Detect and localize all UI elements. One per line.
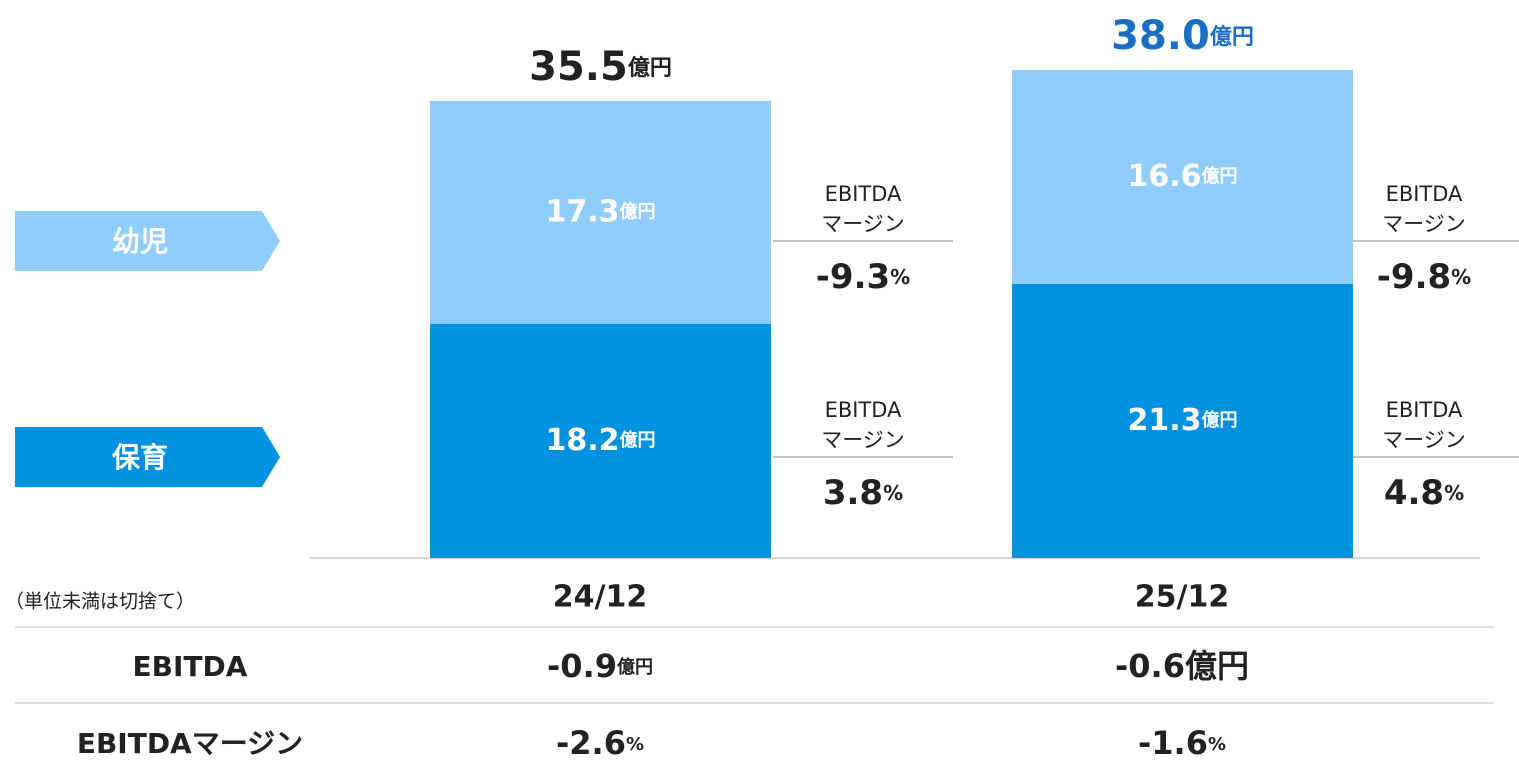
segment-label-value: 16.6 <box>1127 158 1201 193</box>
table-value-value: -0.9 <box>547 647 617 685</box>
margin-value-value: -9.3 <box>816 257 890 297</box>
margin-value: -9.3% <box>816 257 910 297</box>
note: （単位未満は切捨て） <box>5 591 195 613</box>
margin-value: 3.8% <box>823 473 903 513</box>
legend-arrow <box>15 427 280 487</box>
legend-arrow <box>15 211 280 271</box>
margin-title: EBITDA <box>825 182 902 206</box>
table-value-value: -2.6 <box>556 724 626 762</box>
legend-label: 幼児 <box>112 225 168 258</box>
segment-label-value: 17.3 <box>545 194 619 229</box>
margin-title: EBITDA <box>1386 398 1463 422</box>
margin-value-value: -9.8 <box>1377 257 1451 297</box>
segment-label-unit: 億円 <box>1202 409 1238 431</box>
table-value: -0.9億円 <box>547 647 653 685</box>
segment-label-value: 18.2 <box>545 422 619 457</box>
segment-label-unit: 億円 <box>1202 165 1238 187</box>
margin-title: マージン <box>1382 428 1466 452</box>
margin-value-unit: % <box>1444 481 1464 505</box>
segment-label-value: 21.3 <box>1127 402 1201 437</box>
margin-title: EBITDA <box>825 398 902 422</box>
segment-label: 18.2億円 <box>545 422 655 457</box>
margin-value-unit: % <box>883 481 903 505</box>
segment-label: 21.3億円 <box>1127 402 1237 437</box>
margin-title: マージン <box>1382 212 1466 236</box>
margin-value-unit: % <box>1451 265 1471 289</box>
margin-value-value: 3.8 <box>823 473 883 513</box>
total-label-unit: 億円 <box>628 55 672 81</box>
table-value-unit: % <box>1208 734 1226 755</box>
table-value-value: -0.6 <box>1115 647 1185 685</box>
x-tick-label: 24/12 <box>553 580 647 615</box>
margin-value: -9.8% <box>1377 257 1471 297</box>
total-label: 38.0億円 <box>1111 13 1254 59</box>
bar-segment <box>1012 70 1353 284</box>
segment-label: 16.6億円 <box>1127 158 1237 193</box>
table-value-value: -1.6 <box>1138 724 1208 762</box>
table-value: -1.6% <box>1138 724 1226 762</box>
margin-title: マージン <box>821 428 905 452</box>
margin-title: EBITDA <box>1386 182 1463 206</box>
row-label: EBITDA <box>133 650 248 683</box>
table-value-unit: % <box>626 734 644 755</box>
total-label: 35.5億円 <box>529 44 672 90</box>
total-label-value: 38.0 <box>1111 13 1210 59</box>
x-tick-label: 25/12 <box>1135 580 1229 615</box>
bar-segment <box>1012 283 1353 558</box>
table-value: -0.6億円 <box>1115 647 1249 685</box>
total-label-value: 35.5 <box>529 44 628 90</box>
segment-label-unit: 億円 <box>620 200 656 222</box>
margin-title: マージン <box>821 212 905 236</box>
row-label: EBITDAマージン <box>77 727 303 760</box>
table-value-unit: 億円 <box>617 656 653 678</box>
margin-value: 4.8% <box>1384 473 1464 513</box>
total-label-unit: 億円 <box>1210 24 1254 50</box>
table-value-unit: 億円 <box>1185 647 1249 685</box>
legend-label: 保育 <box>112 441 168 474</box>
margin-value-value: 4.8 <box>1384 473 1444 513</box>
bar-segment <box>430 323 771 558</box>
segment-label-unit: 億円 <box>620 429 656 451</box>
bar-segment <box>430 100 771 324</box>
segment-label: 17.3億円 <box>545 194 655 229</box>
table-value: -2.6% <box>556 724 644 762</box>
margin-value-unit: % <box>890 265 910 289</box>
